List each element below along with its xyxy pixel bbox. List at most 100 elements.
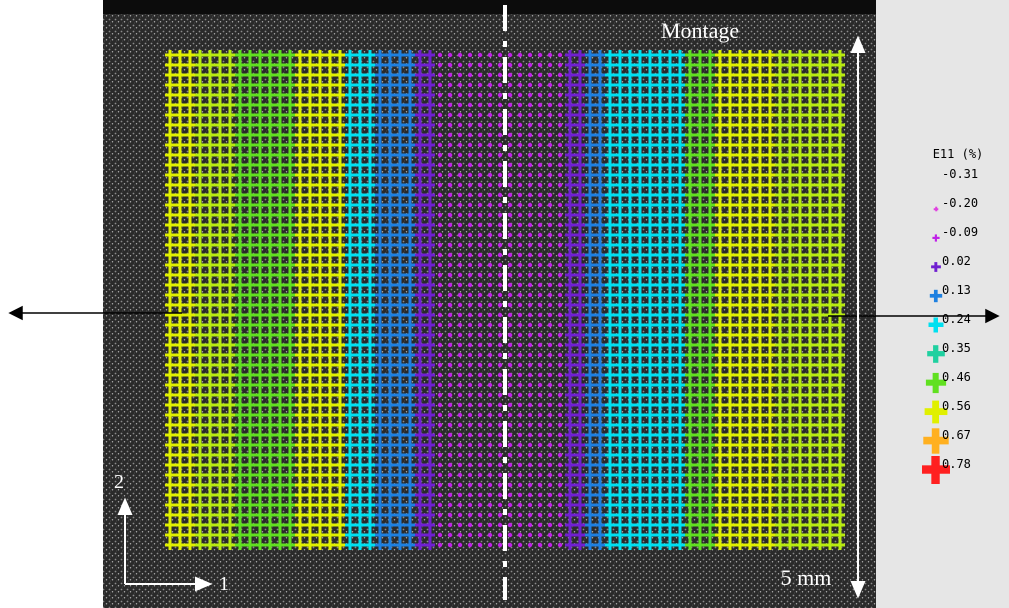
field-cross-v [388,120,392,130]
field-cross-v [338,420,342,430]
field-cross-v [378,400,382,410]
field-cross-v [268,500,272,510]
field-dot [517,302,523,308]
field-cross-v [358,80,362,90]
field-cross-v [568,150,572,160]
field-cross-v [218,180,222,190]
field-cross-v [658,490,662,500]
field-cross-v [378,80,382,90]
field-cross-v [178,340,182,350]
field-cross-v [678,420,682,430]
field-dot [507,352,513,358]
field-dot [507,152,513,158]
field-cross-v [628,320,632,330]
field-cross-v [668,130,672,140]
field-cross-v [208,500,212,510]
field-cross-v [578,350,582,360]
field-cross-v [648,260,652,270]
field-cross-v [198,480,202,490]
field-cross-v [198,460,202,470]
field-cross-v [618,310,622,320]
field-dot [557,342,563,348]
field-cross-v [298,350,302,360]
field-cross-v [338,460,342,470]
field-cross-v [678,270,682,280]
field-cross-v [598,200,602,210]
field-cross-v [368,240,372,250]
field-cross-v [678,390,682,400]
field-cross-v [568,300,572,310]
field-cross-v [178,170,182,180]
field-cross-v [408,170,412,180]
field-dot [557,182,563,188]
field-cross-v [708,300,712,310]
field-cross-v [728,60,732,70]
field-cross-v [228,310,232,320]
field-dot [527,522,533,528]
field-cross-v [598,250,602,260]
field-cross-v [718,250,722,260]
field-cross-v [598,370,602,380]
field-cross-v [178,80,182,90]
field-dot [507,242,513,248]
field-cross-v [328,340,332,350]
field-cross-v [278,80,282,90]
field-cross-v [408,280,412,290]
field-cross-v [408,70,412,80]
field-cross-v [578,190,582,200]
field-cross-v [188,510,192,520]
field-cross-v [338,160,342,170]
field-cross-v [178,320,182,330]
field-cross-v [648,330,652,340]
field-dot [527,412,533,418]
field-cross-v [418,470,422,480]
field-dot [437,62,443,68]
field-cross-v [678,500,682,510]
field-cross-v [728,250,732,260]
field-dot [497,382,503,388]
field-cross-v [618,260,622,270]
field-cross-v [648,430,652,440]
field-cross-v [688,100,692,110]
field-cross-v [238,180,242,190]
field-dot [487,452,493,458]
field-cross-v [178,90,182,100]
field-dot [477,172,483,178]
field-cross-v [188,110,192,120]
field-cross-v [588,90,592,100]
field-cross-v [638,320,642,330]
field-cross-v [388,470,392,480]
field-cross-v [378,140,382,150]
field-dot [527,502,533,508]
field-cross-v [668,520,672,530]
field-cross-v [398,280,402,290]
field-cross-v [638,470,642,480]
field-cross-v [378,340,382,350]
field-cross-v [698,300,702,310]
field-dot [497,362,503,368]
field-dot [477,482,483,488]
field-cross-v [618,120,622,130]
field-dot [457,532,463,538]
field-cross-v [568,530,572,540]
field-cross-v [368,370,372,380]
field-dot [447,382,453,388]
field-dot [537,282,543,288]
field-cross-v [308,440,312,450]
field-cross-v [298,180,302,190]
field-cross-v [628,200,632,210]
field-dot [437,52,443,58]
field-cross-v [718,200,722,210]
field-dot [437,442,443,448]
field-cross-v [318,470,322,480]
field-cross-v [608,80,612,90]
field-cross-v [648,420,652,430]
field-cross-v [228,410,232,420]
field-cross-v [398,330,402,340]
field-cross-v [418,540,422,550]
field-cross-v [308,100,312,110]
field-cross-v [428,70,432,80]
field-cross-v [658,540,662,550]
field-cross-v [658,520,662,530]
field-cross-v [278,60,282,70]
